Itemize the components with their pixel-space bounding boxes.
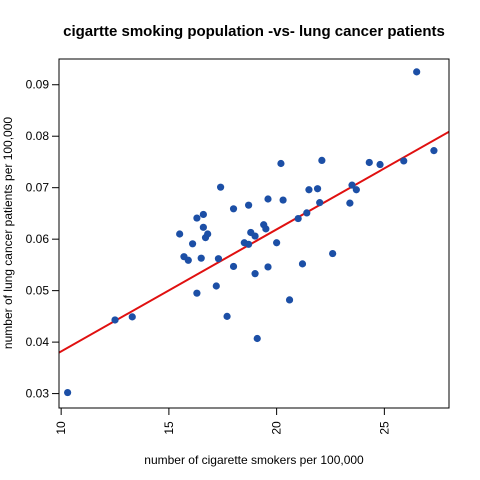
data-point — [128, 313, 136, 321]
y-tick-label: 0.04 — [26, 335, 50, 349]
data-point — [245, 240, 253, 248]
x-tick-label: 10 — [54, 421, 68, 435]
data-point — [223, 312, 231, 320]
data-point — [298, 260, 307, 268]
data-point — [199, 223, 207, 231]
data-point — [303, 209, 311, 217]
data-point — [64, 388, 72, 397]
data-point — [262, 225, 270, 233]
data-point — [253, 334, 261, 343]
data-point — [217, 183, 225, 191]
data-point — [229, 205, 238, 213]
y-tick-label: 0.07 — [26, 181, 50, 195]
y-tick-label: 0.05 — [26, 284, 50, 298]
data-point — [204, 230, 212, 238]
y-tick-label: 0.08 — [26, 129, 50, 143]
data-point — [245, 201, 253, 209]
chart-title: cigartte smoking population -vs- lung ca… — [63, 23, 445, 40]
data-point — [348, 181, 356, 189]
data-point — [188, 240, 197, 248]
data-point — [184, 256, 192, 264]
data-point — [376, 160, 384, 169]
x-tick-label: 15 — [162, 421, 176, 435]
data-point — [251, 270, 259, 278]
data-point — [199, 210, 207, 219]
data-point — [212, 282, 220, 290]
data-point — [264, 195, 272, 203]
data-point — [365, 158, 373, 167]
data-point — [430, 147, 438, 155]
data-point — [352, 186, 360, 194]
data-point — [193, 214, 201, 222]
y-axis-label: number of lung cancer patients per 100,0… — [1, 117, 15, 349]
data-point — [229, 262, 238, 271]
data-point — [279, 196, 287, 204]
data-point — [264, 263, 272, 271]
y-tick-label: 0.09 — [26, 78, 50, 92]
y-tick-label: 0.06 — [26, 232, 50, 246]
data-point — [193, 289, 201, 297]
data-point — [305, 186, 313, 194]
data-point — [285, 296, 294, 304]
x-axis: 10 15 20 25 — [54, 408, 391, 435]
data-point — [111, 316, 119, 324]
regression-line — [59, 130, 449, 354]
data-point — [316, 199, 324, 207]
data-point — [251, 232, 259, 240]
plot-frame — [58, 58, 450, 409]
x-tick-label: 20 — [270, 421, 284, 435]
data-point — [413, 68, 421, 76]
data-point — [346, 199, 354, 207]
data-point — [273, 239, 281, 247]
data-point — [329, 249, 337, 258]
y-tick-label: 0.03 — [26, 387, 50, 401]
data-point — [197, 254, 205, 262]
data-point — [313, 185, 322, 193]
data-point — [214, 255, 223, 263]
x-tick-label: 25 — [377, 421, 391, 435]
plot-area — [59, 68, 449, 397]
data-point — [176, 230, 184, 238]
data-point — [277, 159, 285, 168]
data-points — [64, 68, 438, 397]
data-point — [400, 157, 408, 165]
data-point — [294, 214, 302, 223]
x-axis-label: number of cigarette smokers per 100,000 — [144, 453, 364, 467]
y-axis: 0.03 0.04 0.05 0.06 0.07 0.08 0.09 — [26, 78, 59, 401]
data-point — [318, 156, 326, 165]
